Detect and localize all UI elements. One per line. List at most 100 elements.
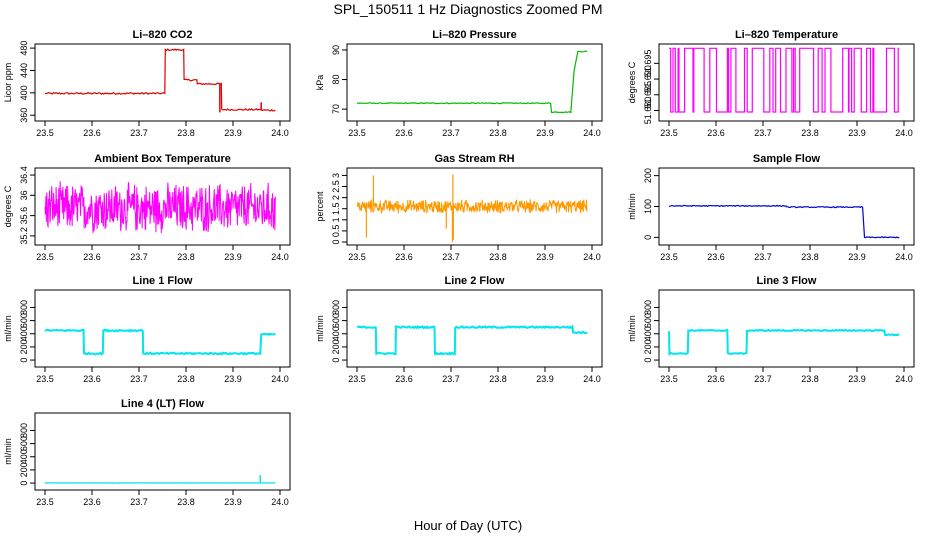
x-tick-label: 23.9 bbox=[224, 252, 242, 262]
y-tick-label: 36 bbox=[19, 190, 29, 200]
y-tick-label: 51.695 bbox=[643, 50, 653, 78]
x-tick-label: 23.5 bbox=[36, 128, 54, 138]
x-tick-label: 23.5 bbox=[660, 252, 678, 262]
x-tick-label: 23.8 bbox=[801, 252, 819, 262]
series bbox=[44, 475, 276, 484]
y-tick-label: 400 bbox=[19, 449, 29, 464]
y-tick-label: 400 bbox=[19, 326, 29, 341]
x-tick-label: 23.5 bbox=[36, 252, 54, 262]
x-tick-label: 23.8 bbox=[801, 128, 819, 138]
series bbox=[356, 324, 588, 356]
x-tick-label: 23.9 bbox=[224, 497, 242, 507]
x-tick-label: 24.0 bbox=[895, 374, 913, 384]
panel-title: Ambient Box Temperature bbox=[94, 153, 231, 165]
series bbox=[44, 48, 276, 113]
y-tick-label: 200 bbox=[331, 339, 341, 354]
y-tick-label: 360 bbox=[19, 108, 29, 123]
y-tick-label: 400 bbox=[331, 326, 341, 341]
y-tick-label: 35.2 bbox=[19, 227, 29, 245]
x-tick-label: 23.9 bbox=[848, 128, 866, 138]
y-tick-label: 600 bbox=[331, 313, 341, 328]
x-tick-label: 23.6 bbox=[707, 128, 725, 138]
x-tick-label: 23.7 bbox=[442, 374, 460, 384]
x-tick-label: 23.9 bbox=[224, 128, 242, 138]
plot-frame bbox=[346, 43, 603, 122]
y-tick-label: 35.6 bbox=[19, 207, 29, 225]
x-tick-label: 23.7 bbox=[754, 252, 772, 262]
x-tick-label: 24.0 bbox=[895, 128, 913, 138]
panel-title: Line 3 Flow bbox=[757, 275, 817, 287]
x-tick-label: 23.7 bbox=[442, 128, 460, 138]
y-tick-label: 480 bbox=[19, 41, 29, 56]
panel-9: Line 3 Flow 23.5 23.6 23.7 23.8 23.9 24.0 0 2004… bbox=[627, 275, 915, 384]
x-tick-label: 23.6 bbox=[83, 497, 101, 507]
series bbox=[44, 328, 276, 356]
x-tick-label: 23.9 bbox=[536, 128, 554, 138]
x-tick-label: 23.9 bbox=[224, 374, 242, 384]
y-tick-label: 200 bbox=[643, 168, 653, 183]
x-tick-label: 23.6 bbox=[395, 252, 413, 262]
x-tick-label: 23.8 bbox=[177, 252, 195, 262]
y-tick-label: 200 bbox=[643, 339, 653, 354]
x-tick-label: 23.8 bbox=[177, 497, 195, 507]
x-tick-label: 23.8 bbox=[489, 374, 507, 384]
x-tick-label: 23.9 bbox=[536, 374, 554, 384]
series-line bbox=[44, 328, 276, 356]
series bbox=[669, 47, 900, 113]
panel-8: Line 2 Flow 23.5 23.6 23.7 23.8 23.9 24.0 0 2004… bbox=[315, 275, 603, 384]
y-axis-label: degrees C bbox=[627, 61, 637, 103]
y-tick-label: 0 bbox=[331, 239, 341, 244]
plot-frame bbox=[34, 412, 291, 491]
y-tick-label: 0 bbox=[331, 358, 341, 363]
plot-frame bbox=[346, 289, 603, 368]
panel-2: Li–820 Pressure 23.5 23.6 23.7 23.8 23.9 24.0 7… bbox=[315, 29, 603, 138]
x-tick-label: 24.0 bbox=[583, 374, 601, 384]
y-tick-label: 1.5 bbox=[331, 202, 341, 215]
y-tick-label: 80 bbox=[331, 75, 341, 85]
panel-title: Li–820 Temperature bbox=[735, 29, 838, 41]
y-tick-label: 600 bbox=[19, 436, 29, 451]
x-tick-label: 23.7 bbox=[754, 374, 772, 384]
figure-title: SPL_150511 1 Hz Diagnostics Zoomed PM bbox=[333, 1, 603, 17]
y-tick-label: 0.5 bbox=[331, 225, 341, 238]
series-line bbox=[669, 47, 900, 113]
y-axis-label: ml/min bbox=[315, 315, 325, 342]
x-tick-label: 23.6 bbox=[707, 374, 725, 384]
y-tick-label: 200 bbox=[19, 462, 29, 477]
x-tick-label: 23.8 bbox=[489, 252, 507, 262]
y-tick-label: 70 bbox=[331, 104, 341, 114]
x-tick-label: 23.9 bbox=[848, 252, 866, 262]
x-tick-label: 23.6 bbox=[707, 252, 725, 262]
x-tick-label: 23.7 bbox=[130, 128, 148, 138]
x-tick-label: 24.0 bbox=[271, 374, 289, 384]
x-tick-label: 23.7 bbox=[754, 128, 772, 138]
y-axis-label: ml/min bbox=[3, 315, 13, 342]
y-tick-label: 400 bbox=[19, 85, 29, 100]
x-tick-label: 23.5 bbox=[660, 374, 678, 384]
plot-frame bbox=[34, 289, 291, 368]
series bbox=[356, 50, 588, 114]
plot-frame bbox=[658, 289, 915, 368]
panel-6: Sample Flow 23.5 23.6 23.7 23.8 23.9 24.0 0 100 2… bbox=[627, 153, 915, 262]
panel-5: Gas Stream RH 23.5 23.6 23.7 23.8 23.9 24.0 00.… bbox=[315, 153, 603, 262]
y-axis-label: Licor ppm bbox=[3, 63, 13, 103]
series-line bbox=[668, 204, 900, 239]
y-tick-label: 2.5 bbox=[331, 180, 341, 193]
series-line bbox=[356, 324, 588, 356]
y-tick-label: 0 bbox=[19, 358, 29, 363]
y-axis-label: ml/min bbox=[627, 315, 637, 342]
plot-frame bbox=[34, 43, 291, 122]
series bbox=[668, 328, 900, 357]
x-tick-label: 23.5 bbox=[36, 497, 54, 507]
y-axis-label: degrees C bbox=[3, 185, 13, 227]
panel-4: Ambient Box Temperature 23.5 23.6 23.7 23.8 2… bbox=[3, 153, 291, 262]
y-tick-label: 1 bbox=[331, 217, 341, 222]
y-axis-label: ml/min bbox=[3, 438, 13, 465]
x-tick-label: 23.8 bbox=[177, 128, 195, 138]
x-tick-label: 23.5 bbox=[348, 374, 366, 384]
plot-frame bbox=[34, 167, 291, 246]
x-tick-label: 24.0 bbox=[271, 252, 289, 262]
panel-7: Line 1 Flow 23.5 23.6 23.7 23.8 23.9 24.0 0 2004… bbox=[3, 275, 291, 384]
x-tick-label: 24.0 bbox=[583, 128, 601, 138]
